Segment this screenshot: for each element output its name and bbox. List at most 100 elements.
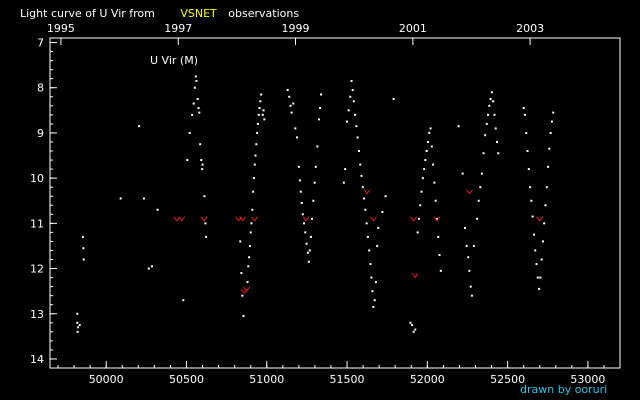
data-point xyxy=(312,199,315,202)
data-point xyxy=(467,256,470,259)
data-point xyxy=(299,190,302,193)
data-point xyxy=(288,95,291,98)
data-point xyxy=(364,208,367,211)
data-point xyxy=(292,102,295,105)
data-point xyxy=(82,247,85,250)
data-point xyxy=(259,100,262,103)
data-point xyxy=(251,208,254,211)
bottom-axis-ticks: 50000 50500 51000 51500 52000 52500 53000 xyxy=(89,361,605,386)
data-point xyxy=(247,265,250,268)
data-point xyxy=(547,165,550,168)
data-point xyxy=(307,260,310,263)
data-point xyxy=(429,127,432,130)
data-point xyxy=(489,98,492,101)
data-point xyxy=(304,231,307,234)
data-point xyxy=(342,181,345,184)
data-point xyxy=(308,249,311,252)
data-point xyxy=(372,305,375,308)
data-point xyxy=(351,88,354,91)
data-point xyxy=(480,172,483,175)
data-point xyxy=(392,98,395,101)
data-point xyxy=(186,159,189,162)
data-point xyxy=(414,328,417,331)
top-axis-ticks: 1995 1997 1999 2001 2003 xyxy=(47,22,544,45)
data-point xyxy=(370,276,373,279)
title-prefix: Light curve of U Vir from xyxy=(20,7,155,20)
star-label: U Vir (M) xyxy=(150,54,198,67)
data-point xyxy=(476,217,479,220)
data-point xyxy=(182,299,185,302)
plot-frame xyxy=(49,37,621,369)
data-point xyxy=(201,163,204,166)
data-point xyxy=(529,186,532,189)
data-point xyxy=(256,122,259,125)
top-axis-year-label: 1995 xyxy=(47,22,75,35)
fainter-than-mark xyxy=(243,286,251,292)
y-tick-label: 13 xyxy=(30,308,44,321)
fainter-than-mark xyxy=(465,189,473,195)
data-point xyxy=(530,199,533,202)
x-tick-label: 52000 xyxy=(410,373,445,386)
data-point xyxy=(263,118,266,121)
y-tick-label: 11 xyxy=(30,217,44,230)
data-point xyxy=(550,120,553,123)
data-point xyxy=(494,127,497,130)
data-point xyxy=(196,98,199,101)
data-point xyxy=(361,186,364,189)
data-point xyxy=(147,267,150,270)
data-point xyxy=(301,213,304,216)
data-point xyxy=(241,294,244,297)
data-point xyxy=(525,131,528,134)
fainter-than-mark xyxy=(363,189,371,195)
data-point xyxy=(258,107,261,110)
data-point xyxy=(479,186,482,189)
data-point xyxy=(205,235,208,238)
data-point xyxy=(253,163,256,166)
data-point xyxy=(356,136,359,139)
data-point xyxy=(142,197,145,200)
x-tick-label: 51000 xyxy=(249,373,284,386)
data-point xyxy=(536,276,539,279)
data-point xyxy=(470,294,473,297)
data-point xyxy=(421,177,424,180)
data-point xyxy=(320,93,323,96)
data-point xyxy=(384,195,387,198)
data-point xyxy=(365,222,368,225)
data-point xyxy=(306,251,309,254)
data-point xyxy=(81,235,84,238)
data-point xyxy=(465,244,468,247)
data-point xyxy=(248,244,251,247)
y-tick-label: 9 xyxy=(37,127,44,140)
data-point xyxy=(434,199,437,202)
data-point xyxy=(541,240,544,243)
data-point xyxy=(352,100,355,103)
data-point xyxy=(191,113,194,116)
data-point xyxy=(309,235,312,238)
fainter-than-mark xyxy=(370,216,377,222)
fainter-than-mark xyxy=(173,216,181,222)
data-point xyxy=(119,197,122,200)
data-point xyxy=(303,222,306,225)
data-point xyxy=(497,152,500,155)
top-axis-year-label: 1997 xyxy=(164,22,192,35)
data-point xyxy=(192,102,195,105)
data-point xyxy=(461,172,464,175)
data-point xyxy=(468,269,471,272)
x-tick-label: 52500 xyxy=(490,373,525,386)
data-point xyxy=(194,75,197,78)
data-point xyxy=(552,111,555,114)
data-point xyxy=(464,226,467,229)
data-point xyxy=(347,109,350,112)
data-point xyxy=(246,281,249,284)
x-tick-label: 51500 xyxy=(330,373,365,386)
data-point xyxy=(314,165,317,168)
data-point xyxy=(78,324,81,327)
data-point xyxy=(262,109,265,112)
top-axis-year-label: 2001 xyxy=(399,22,427,35)
data-point xyxy=(250,222,253,225)
data-point xyxy=(290,111,293,114)
data-point xyxy=(346,120,349,123)
data-point xyxy=(522,107,525,110)
data-point xyxy=(457,125,460,128)
data-point xyxy=(156,208,159,211)
